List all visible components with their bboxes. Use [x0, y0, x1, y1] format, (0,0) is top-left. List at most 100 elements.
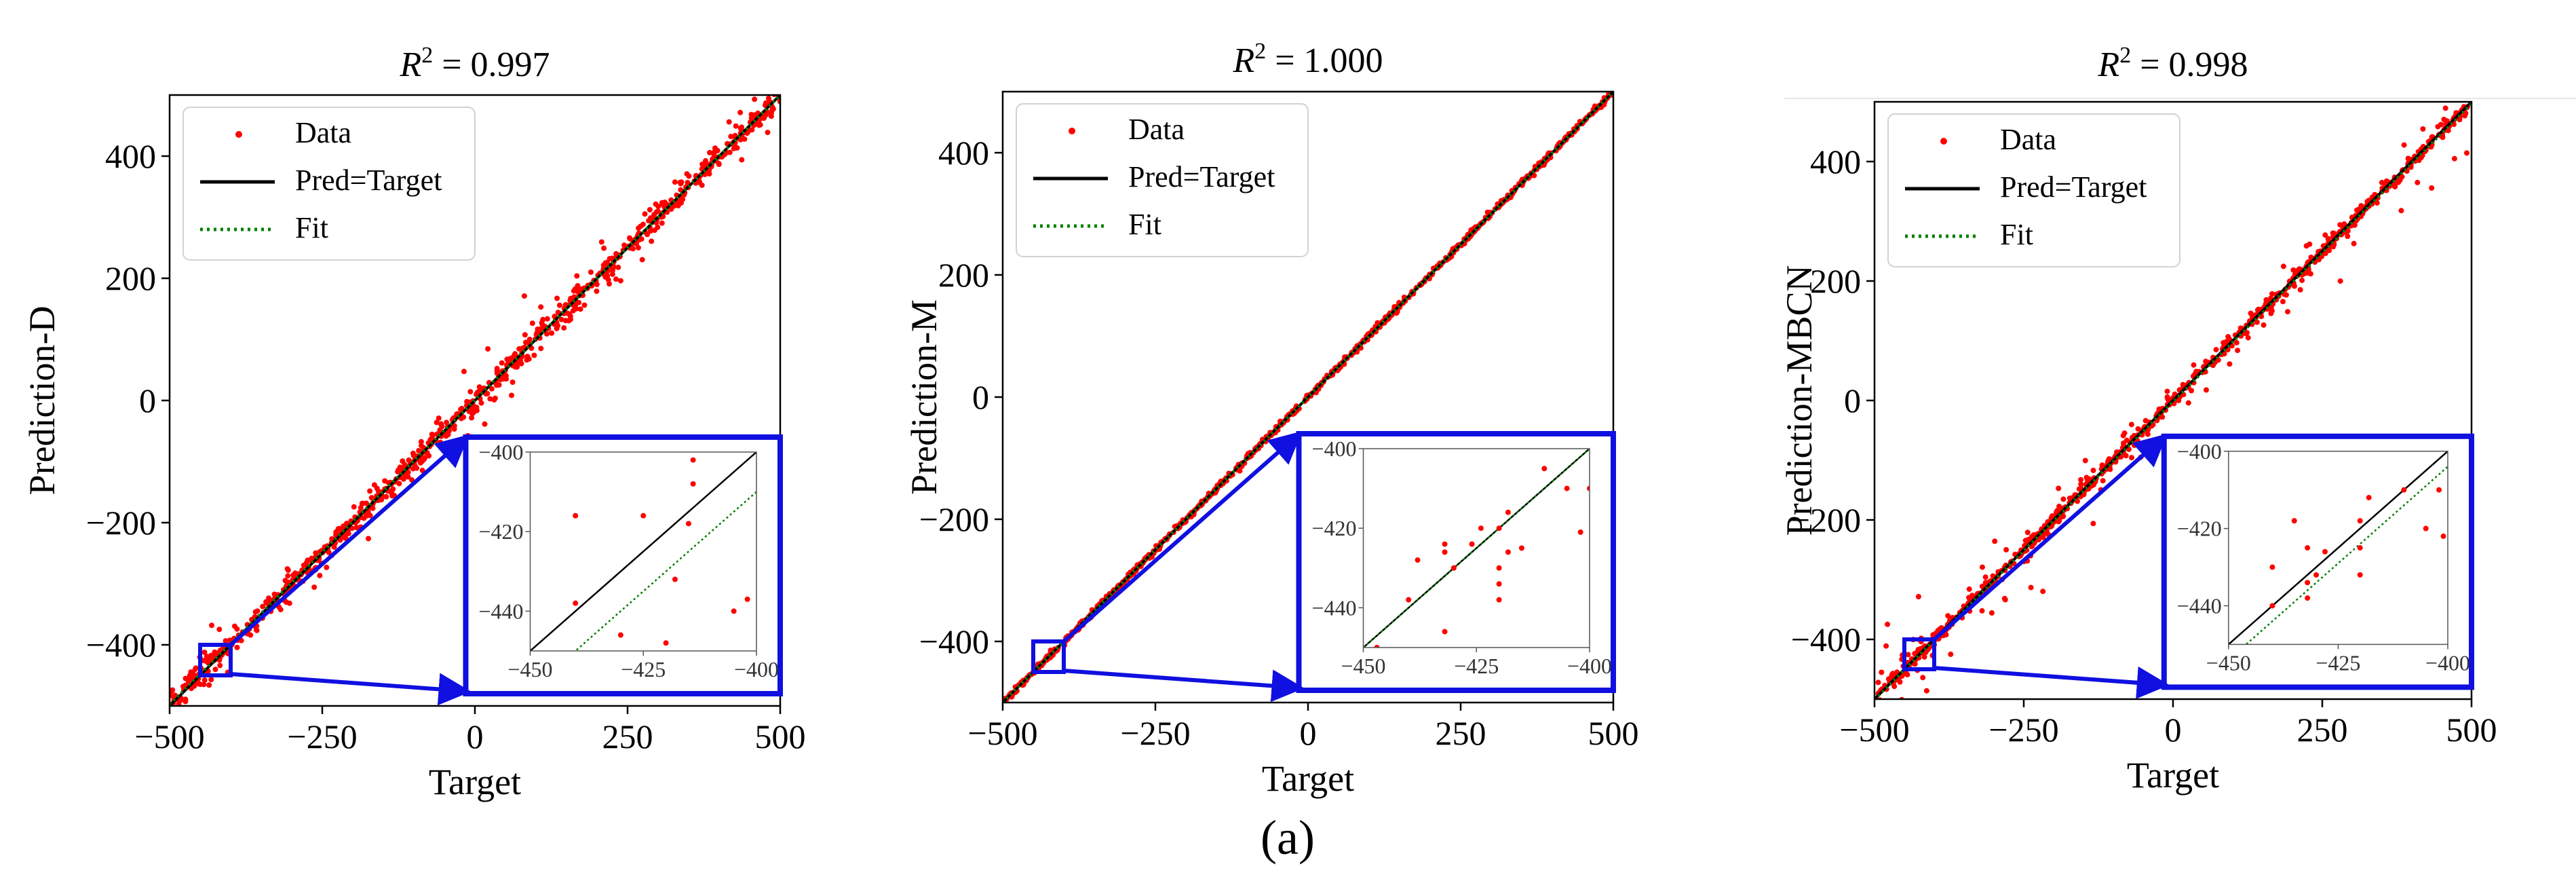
data-point [647, 207, 653, 212]
inset-y-tick-label: −420 [478, 519, 523, 544]
data-point [2269, 291, 2275, 297]
x-tick-label: 0 [467, 717, 484, 755]
data-point [645, 231, 650, 238]
data-point [484, 390, 491, 396]
inset-data-point [744, 596, 750, 602]
data-point [769, 107, 775, 113]
data-point [304, 559, 309, 565]
figure-caption: (a) [1261, 810, 1315, 865]
data-point [555, 310, 561, 316]
data-point [351, 504, 357, 510]
y-axis-label: Prediction-M [904, 299, 944, 495]
x-tick-label: 500 [2446, 711, 2497, 749]
data-point [573, 306, 579, 312]
chart-panel-3: R2 = 0.998 −500 −250 0 250 500 −400 −200 0 200 400… [1779, 43, 2497, 796]
data-point [466, 409, 472, 415]
data-point [2056, 485, 2062, 491]
data-point [2120, 432, 2126, 438]
inset-data-point [2423, 525, 2429, 531]
data-point [627, 236, 633, 242]
data-point [277, 607, 284, 613]
inset-data-point [1496, 565, 1502, 571]
data-point [2462, 113, 2468, 119]
data-point [216, 626, 223, 633]
data-point [205, 709, 210, 715]
data-point [2280, 263, 2286, 269]
data-point [2235, 348, 2241, 354]
data-point [179, 709, 185, 714]
inset-data-point [1505, 549, 1511, 555]
inset-data-point [573, 512, 579, 519]
data-point [458, 407, 463, 413]
zoom-region-box [198, 643, 233, 677]
data-point [2003, 546, 2010, 553]
title-value: = 0.998 [2131, 45, 2248, 84]
x-axis-label: Target [2127, 755, 2219, 796]
inset-pred-target-line [2228, 451, 2448, 645]
data-point [2451, 155, 2457, 162]
legend-label: Data [1128, 113, 1185, 146]
inset-frame [1296, 431, 1616, 693]
data-point [2090, 468, 2096, 473]
data-point [1923, 688, 1929, 694]
data-point [2060, 496, 2066, 502]
data-point [383, 493, 389, 500]
title-superscript: 2 [1254, 39, 1266, 64]
data-point [337, 537, 343, 543]
data-point [2269, 307, 2275, 314]
data-point [387, 489, 393, 495]
chart-title: R2 = 0.998 [2097, 43, 2248, 84]
data-point [467, 389, 474, 395]
data-point [170, 687, 176, 693]
inset-data-point [2436, 487, 2442, 493]
data-point [571, 288, 577, 294]
data-point [523, 339, 528, 345]
data-point [768, 113, 774, 119]
data-point [405, 474, 411, 480]
data-point [507, 358, 512, 364]
data-point [522, 332, 528, 338]
data-point [212, 667, 218, 673]
data-point [204, 654, 210, 660]
data-point [642, 211, 648, 217]
data-point [2244, 330, 2250, 336]
inset-y-tick-label: −400 [2177, 439, 2222, 464]
y-axis-label: Prediction-D [22, 306, 62, 495]
data-point [434, 419, 440, 426]
data-point [371, 482, 377, 488]
data-point [2261, 322, 2267, 328]
data-point [410, 466, 416, 472]
data-point [398, 465, 404, 471]
inset-x-tick-label: −450 [2206, 650, 2251, 675]
data-point [621, 242, 628, 248]
inset-data-point [640, 512, 647, 519]
data-point [678, 200, 684, 206]
data-point [436, 415, 442, 422]
data-point [471, 409, 477, 415]
legend-box [1016, 103, 1309, 257]
data-point [703, 157, 708, 164]
inset-data-point [2305, 580, 2311, 586]
data-point [1883, 643, 1889, 649]
inset-data-point [690, 481, 696, 487]
data-point [2129, 455, 2134, 461]
data-point [742, 136, 748, 142]
data-point [776, 86, 782, 91]
data-point [2326, 248, 2332, 253]
data-point [581, 302, 588, 308]
data-point [636, 225, 642, 231]
data-point [617, 278, 623, 284]
data-point [776, 86, 782, 92]
x-tick-label: −500 [1839, 711, 1909, 749]
data-point [260, 603, 266, 610]
data-point [488, 386, 495, 392]
data-point [368, 495, 374, 501]
chart-panel-2: R2 = 1.000 −500 −250 0 250 500 −400 −200 0 200 400… [904, 39, 1639, 799]
inset-x-tick-label: −400 [1567, 654, 1612, 678]
inset-data-point [1541, 466, 1547, 472]
inset-plot-area [530, 452, 756, 651]
inset-y-tick-label: −420 [1311, 516, 1356, 540]
data-point [2249, 312, 2255, 318]
data-point [2374, 200, 2380, 206]
title-superscript: 2 [2119, 43, 2131, 68]
